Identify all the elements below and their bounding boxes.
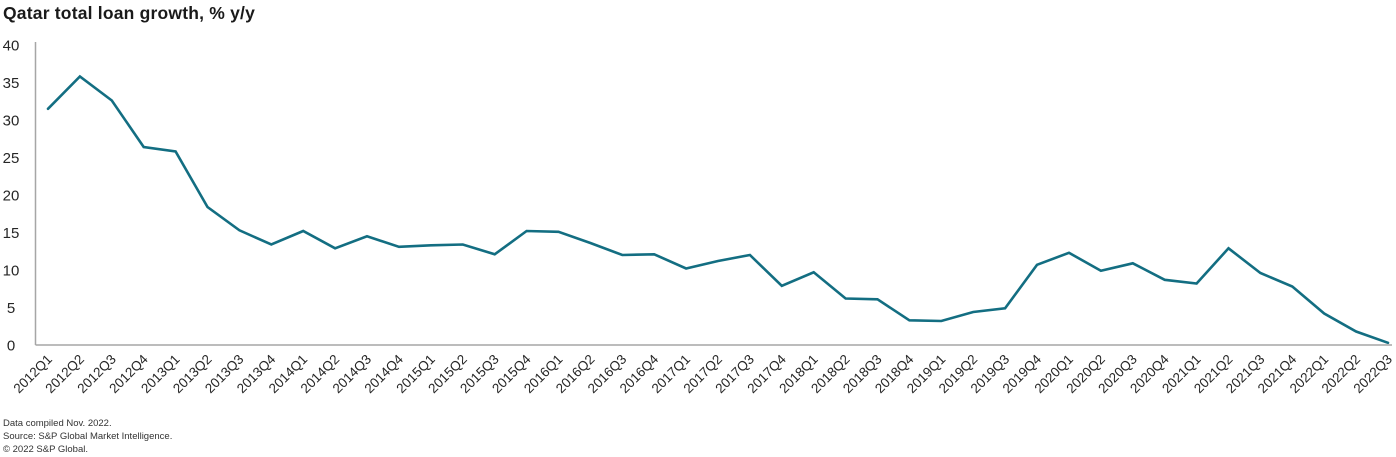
y-tick-label: 10	[3, 262, 20, 279]
chart-title: Qatar total loan growth, % y/y	[3, 3, 256, 23]
loan-growth-line	[46, 74, 1390, 345]
y-tick-label: 20	[3, 187, 20, 204]
y-tick-label: 30	[3, 112, 20, 129]
y-tick-label: 5	[7, 300, 15, 317]
y-tick-label: 40	[3, 37, 20, 54]
footer-compiled-note: Data compiled Nov. 2022.	[3, 418, 112, 429]
y-tick-label: 35	[3, 75, 20, 92]
footer-source-note: Source: S&P Global Market Intelligence.	[3, 431, 173, 442]
footer-copyright-note: © 2022 S&P Global.	[3, 444, 88, 455]
y-tick-label: 0	[7, 337, 15, 354]
chart-footer: Data compiled Nov. 2022. Source: S&P Glo…	[3, 417, 172, 456]
y-tick-label: 25	[3, 150, 20, 167]
y-tick-label: 15	[3, 225, 20, 242]
